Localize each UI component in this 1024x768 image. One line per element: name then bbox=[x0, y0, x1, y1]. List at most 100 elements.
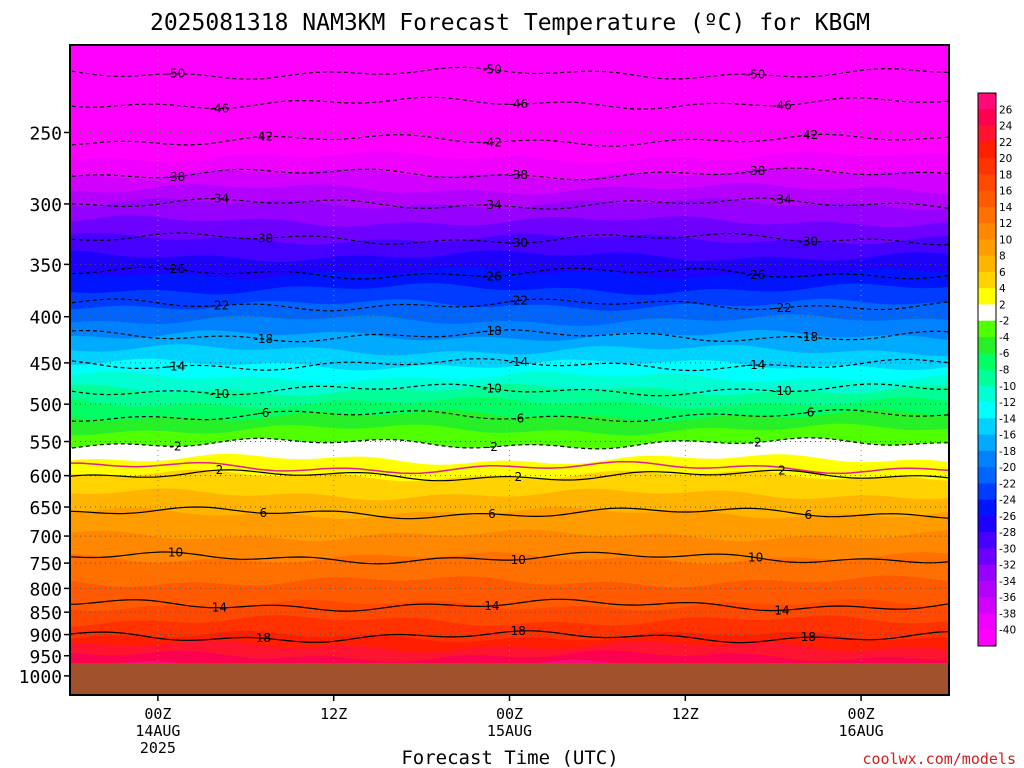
colorbar-swatch bbox=[978, 467, 996, 484]
colorbar-label: -24 bbox=[999, 495, 1016, 507]
contour-label: -2 bbox=[750, 436, 762, 450]
colorbar-label: 12 bbox=[999, 218, 1012, 230]
chart-title: 2025081318 NAM3KM Forecast Temperature (… bbox=[150, 10, 870, 36]
contour-line bbox=[70, 409, 949, 423]
contour-line bbox=[70, 167, 949, 181]
y-tick-label: 600 bbox=[29, 467, 62, 488]
contour-label: -6 bbox=[512, 411, 524, 425]
colorbar-label: -20 bbox=[999, 462, 1016, 474]
contour-label: -18 bbox=[799, 330, 819, 344]
contour-line bbox=[70, 358, 949, 372]
plot-area: -50 -50 -50 -46 -46 -46 -42 -42 -42 -38 -38 -38 -34 -… bbox=[70, 45, 949, 695]
colorbar-swatch bbox=[978, 353, 996, 370]
x-tick-label: 00Z bbox=[144, 705, 171, 723]
contour-lines: -50 -50 -50 -46 -46 -46 -42 -42 -42 -38 -38 -38 -34 -… bbox=[70, 63, 949, 645]
colorbar-swatch bbox=[978, 385, 996, 403]
colorbar-swatch bbox=[978, 499, 996, 517]
y-tick-label: 450 bbox=[29, 354, 62, 375]
x-tick-label: 00Z bbox=[848, 705, 875, 723]
x-tick-label: 12Z bbox=[320, 705, 347, 723]
contour-label: -30 bbox=[799, 235, 819, 249]
colorbar-label: -28 bbox=[999, 527, 1016, 539]
contour-label: 2 bbox=[514, 470, 522, 484]
grid-lines bbox=[70, 45, 949, 695]
colorbar: 26 24 22 20 18 16 14 12 10 8 6 4 2 -2 -4 -6 -8 -10 -12 -14 -… bbox=[977, 92, 1016, 647]
colorbar-label: 14 bbox=[999, 202, 1013, 214]
colorbar-label: 24 bbox=[999, 121, 1013, 133]
contour-label: 6 bbox=[805, 508, 813, 522]
colorbar-label: -32 bbox=[999, 560, 1016, 572]
contour-label: 2 bbox=[778, 463, 786, 477]
x-tick-label: 00Z bbox=[496, 705, 523, 723]
x-tick-label: 2025 bbox=[140, 739, 176, 757]
colorbar-swatch bbox=[978, 174, 996, 192]
x-tick-label: 12Z bbox=[672, 705, 699, 723]
colorbar-label: -36 bbox=[999, 592, 1016, 604]
contour-line bbox=[70, 437, 949, 450]
colorbar-swatch bbox=[978, 564, 996, 582]
colorbar-label: 20 bbox=[999, 153, 1012, 165]
colorbar-label: 10 bbox=[999, 234, 1012, 246]
colorbar-label: 8 bbox=[999, 251, 1006, 263]
contour-label: -34 bbox=[210, 192, 230, 206]
y-tick-label: 750 bbox=[29, 554, 62, 575]
contour-label: -46 bbox=[508, 97, 528, 111]
contour-label: 18 bbox=[511, 624, 526, 638]
colorbar-swatch bbox=[978, 336, 996, 354]
y-tick-label: 300 bbox=[29, 195, 62, 216]
contour-label: -26 bbox=[482, 269, 502, 283]
contour-label: -50 bbox=[746, 67, 766, 81]
y-tick-label: 550 bbox=[29, 433, 62, 454]
contour-line bbox=[70, 383, 949, 397]
freezing-line bbox=[70, 460, 949, 475]
contour-label: -2 bbox=[486, 440, 498, 454]
colorbar-swatch bbox=[978, 580, 996, 598]
contour-label: -10 bbox=[772, 384, 792, 398]
y-tick-label: 400 bbox=[29, 308, 62, 329]
terrain-fill bbox=[70, 663, 949, 695]
x-tick-label: 15AUG bbox=[487, 722, 532, 740]
colorbar-swatch bbox=[978, 369, 996, 387]
contour-label: -26 bbox=[166, 262, 186, 276]
colorbar-label: -8 bbox=[999, 365, 1009, 377]
contour-label: -34 bbox=[482, 198, 502, 212]
y-tick-label: 850 bbox=[29, 603, 62, 624]
contour-line bbox=[70, 598, 949, 612]
colorbar-swatch bbox=[978, 418, 996, 436]
colorbar-swatch bbox=[978, 109, 996, 127]
colorbar-swatch bbox=[978, 271, 996, 289]
contour-label: 2 bbox=[216, 463, 224, 477]
colorbar-label: -26 bbox=[999, 511, 1016, 523]
contour-label: -10 bbox=[482, 382, 502, 396]
colorbar-label: -2 bbox=[999, 316, 1009, 328]
temperature-fill bbox=[70, 45, 949, 695]
colorbar-label: -22 bbox=[999, 478, 1016, 490]
contour-line bbox=[70, 630, 949, 644]
colorbar-swatch bbox=[978, 223, 996, 240]
contour-label: 6 bbox=[260, 506, 268, 520]
contour-label: -22 bbox=[508, 294, 528, 308]
y-tick-label: 250 bbox=[29, 123, 62, 144]
colorbar-swatch bbox=[978, 483, 996, 501]
colorbar-swatch bbox=[978, 93, 996, 110]
contour-line bbox=[70, 551, 949, 565]
colorbar-label: -30 bbox=[999, 543, 1016, 555]
contour-label: 14 bbox=[212, 601, 227, 615]
y-tick-label: 350 bbox=[29, 255, 62, 276]
contour-label: 18 bbox=[801, 630, 816, 644]
colorbar-label: 18 bbox=[999, 169, 1012, 181]
contour-label: 10 bbox=[511, 553, 526, 567]
colorbar-swatch bbox=[978, 190, 996, 208]
colorbar-label: -34 bbox=[999, 576, 1016, 588]
y-tick-label: 900 bbox=[29, 626, 62, 647]
y-tick-label: 800 bbox=[29, 579, 62, 600]
colorbar-label: -38 bbox=[999, 608, 1016, 620]
colorbar-swatch bbox=[978, 532, 996, 549]
y-tick-label: 950 bbox=[29, 647, 62, 668]
contour-label: -42 bbox=[799, 128, 819, 142]
x-tick-label: 14AUG bbox=[135, 722, 180, 740]
contour-label: -42 bbox=[254, 130, 274, 144]
contour-label: -14 bbox=[746, 358, 766, 372]
colorbar-swatch bbox=[978, 304, 996, 322]
